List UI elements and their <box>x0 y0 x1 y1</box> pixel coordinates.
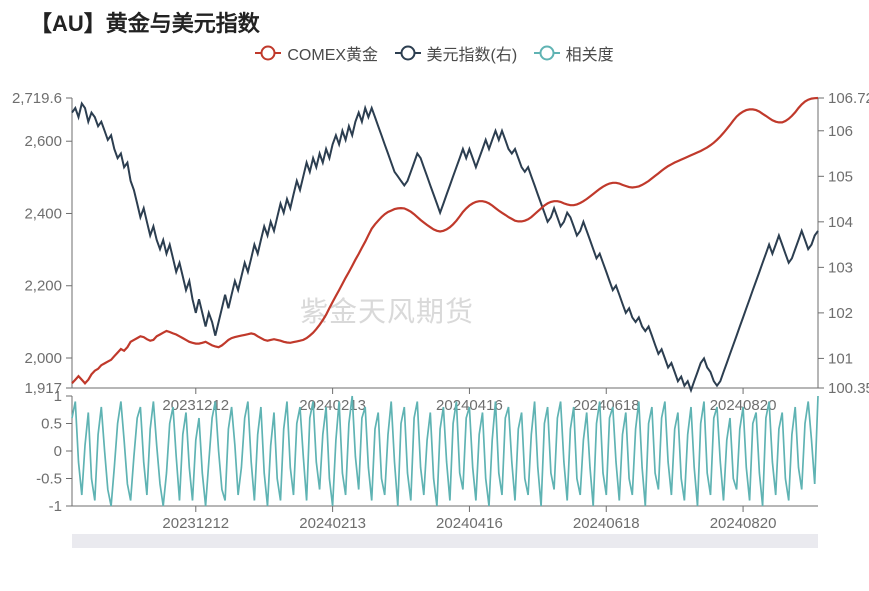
series-dxy <box>72 104 818 391</box>
svg-text:-1: -1 <box>49 498 62 515</box>
svg-text:1: 1 <box>54 388 62 405</box>
svg-text:20240820: 20240820 <box>710 515 777 532</box>
svg-text:106.72: 106.72 <box>828 90 869 107</box>
svg-text:105: 105 <box>828 168 853 185</box>
legend-label: 美元指数(右) <box>427 41 518 65</box>
svg-text:20240213: 20240213 <box>299 397 366 414</box>
svg-text:20240618: 20240618 <box>573 397 640 414</box>
svg-text:2,719.6: 2,719.6 <box>12 90 62 107</box>
legend: COMEX黄金 美元指数(右) 相关度 <box>0 40 869 65</box>
chart-container: 【AU】黄金与美元指数 COMEX黄金 美元指数(右) 相关度 紫金天风期货 1… <box>0 0 869 591</box>
svg-text:20240416: 20240416 <box>436 515 503 532</box>
svg-text:106: 106 <box>828 123 853 140</box>
svg-text:0.5: 0.5 <box>41 416 62 433</box>
svg-text:-0.5: -0.5 <box>36 471 62 488</box>
svg-text:100.35: 100.35 <box>828 380 869 397</box>
svg-text:20231212: 20231212 <box>162 515 229 532</box>
svg-text:2,000: 2,000 <box>24 350 62 367</box>
series-gold <box>72 98 818 383</box>
legend-item-corr[interactable]: 相关度 <box>534 41 614 65</box>
svg-text:20240213: 20240213 <box>299 515 366 532</box>
svg-text:102: 102 <box>828 305 853 322</box>
legend-label: COMEX黄金 <box>287 41 378 65</box>
svg-text:2,200: 2,200 <box>24 278 62 295</box>
legend-item-dxy[interactable]: 美元指数(右) <box>395 41 518 65</box>
svg-text:104: 104 <box>828 214 853 231</box>
chart-svg: 1,9172,0002,2002,4002,6002,719.6100.3510… <box>0 68 869 591</box>
svg-text:101: 101 <box>828 350 853 367</box>
chart-title: 【AU】黄金与美元指数 <box>30 6 260 38</box>
svg-text:0: 0 <box>54 443 62 460</box>
legend-item-gold[interactable]: COMEX黄金 <box>255 41 378 65</box>
svg-text:2,400: 2,400 <box>24 205 62 222</box>
svg-text:2,600: 2,600 <box>24 133 62 150</box>
legend-label: 相关度 <box>566 41 614 65</box>
svg-text:103: 103 <box>828 259 853 276</box>
svg-text:20240618: 20240618 <box>573 515 640 532</box>
